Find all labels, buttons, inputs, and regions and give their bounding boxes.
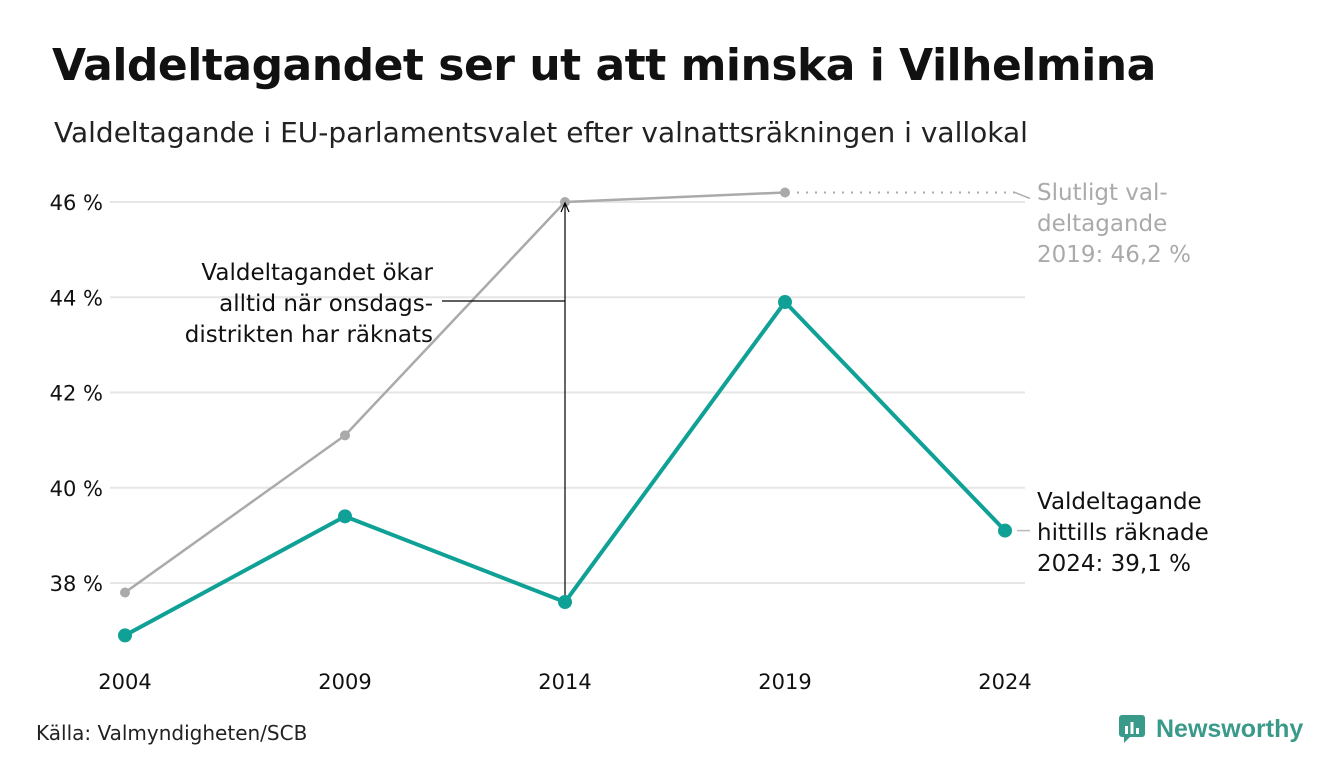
x-tick-label: 2019 — [758, 670, 811, 694]
final-label-connector — [1014, 191, 1031, 200]
chart-subtitle: Valdeltagande i EU-parlamentsvalet efter… — [54, 116, 1028, 149]
data-point-final — [340, 430, 350, 441]
x-tick-label: 2024 — [978, 670, 1031, 694]
series-line-final — [124, 191, 786, 594]
data-point-election-night — [998, 523, 1012, 538]
series-label-election-night: Valdeltagande — [1037, 489, 1202, 515]
x-tick-label: 2014 — [538, 670, 591, 694]
x-tick-label: 2004 — [98, 670, 151, 694]
y-tick-label: 46 % — [50, 191, 103, 215]
data-point-election-night — [778, 295, 792, 310]
series-label-final: Slutligt val- — [1037, 180, 1168, 206]
annotation-text: Valdeltagandet ökar — [201, 260, 433, 286]
source-note: Källa: Valmyndigheten/SCB — [36, 721, 308, 745]
series-label-final: 2019: 46,2 % — [1037, 242, 1191, 268]
data-point-final — [120, 587, 130, 598]
brand-logo: Newsworthy — [1118, 714, 1303, 744]
series-label-election-night: 2024: 39,1 % — [1037, 551, 1191, 577]
y-tick-label: 40 % — [50, 477, 103, 501]
data-point-election-night — [558, 595, 572, 610]
data-point-final — [780, 187, 790, 198]
annotation-text: distrikten har räknats — [185, 322, 433, 348]
data-point-election-night — [118, 628, 132, 643]
y-tick-label: 44 % — [50, 286, 103, 310]
y-tick-label: 42 % — [50, 382, 103, 406]
chart-title: Valdeltagandet ser ut att minska i Vilhe… — [52, 40, 1156, 91]
x-tick-label: 2009 — [318, 670, 371, 694]
newsworthy-logo-icon — [1119, 715, 1145, 743]
annotation-arrow-head — [560, 201, 570, 213]
data-point-election-night — [338, 509, 352, 524]
series-label-final: deltagande — [1037, 211, 1167, 237]
annotation-text: alltid när onsdags- — [219, 291, 433, 317]
brand-name: Newsworthy — [1156, 714, 1304, 743]
y-tick-label: 38 % — [50, 572, 103, 596]
series-label-election-night: hittills räknade — [1037, 520, 1209, 546]
